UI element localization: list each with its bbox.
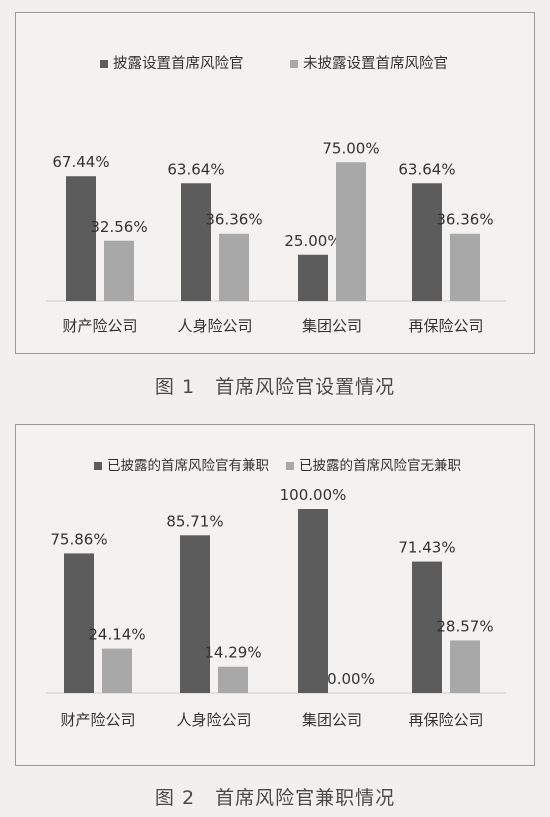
- value-label-s1-4: 63.64%: [398, 160, 455, 178]
- category-label-1: 财产险公司: [60, 711, 135, 729]
- legend-swatch-2: [290, 60, 298, 68]
- value-label-s2-4: 28.57%: [436, 617, 493, 635]
- category-label-3: 集团公司: [302, 317, 362, 335]
- bar-dark-2: [180, 535, 210, 693]
- legend-label-2: 已披露的首席风险官无兼职: [299, 458, 461, 474]
- category-label-2: 人身险公司: [176, 711, 251, 729]
- bar-light-4: [450, 640, 480, 693]
- bar-light-4: [450, 233, 480, 301]
- value-label-s2-1: 24.14%: [88, 626, 145, 644]
- bar-chart-1: 披露设置首席风险官 未披露设置首席风险官 67.44% 32.56% 财产险公司 63.6…: [46, 55, 506, 335]
- category-label-4: 再保险公司: [408, 711, 483, 729]
- bar-light-1: [102, 648, 132, 693]
- legend-label-2: 未披露设置首席风险官: [303, 55, 448, 72]
- bar-light-1: [104, 240, 134, 301]
- category-label-2: 人身险公司: [177, 317, 252, 335]
- bar-light-2: [219, 233, 249, 301]
- bar-light-3: [336, 162, 366, 301]
- value-label-s2-3: 0.00%: [327, 670, 375, 688]
- bar-dark-3: [298, 254, 328, 301]
- value-label-s1-3: 25.00%: [284, 232, 341, 250]
- value-label-s2-2: 36.36%: [205, 211, 262, 229]
- bar-dark-1: [64, 553, 94, 693]
- category-label-4: 再保险公司: [408, 317, 483, 335]
- legend-swatch-2: [286, 462, 294, 470]
- chart-panel-1: 披露设置首席风险官 未披露设置首席风险官 67.44% 32.56% 财产险公司 63.6…: [15, 12, 535, 354]
- legend-entry-2: 已披露的首席风险官无兼职: [286, 458, 461, 474]
- bar-chart-2: 已披露的首席风险官有兼职 已披露的首席风险官无兼职 75.86% 24.14% 财产险公…: [46, 458, 506, 729]
- value-label-s2-1: 32.56%: [90, 218, 147, 236]
- value-label-s2-4: 36.36%: [436, 211, 493, 229]
- legend-label-1: 披露设置首席风险官: [113, 55, 244, 72]
- bar-dark-2: [181, 183, 211, 301]
- figure-number-2: 图 2: [154, 787, 196, 809]
- value-label-s1-4: 71.43%: [398, 539, 455, 557]
- figure-caption-2: 图 2 首席风险官兼职情况: [0, 783, 550, 810]
- value-label-s2-2: 14.29%: [204, 644, 261, 662]
- bar-dark-4: [412, 561, 442, 693]
- chart-panel-2: 已披露的首席风险官有兼职 已披露的首席风险官无兼职 75.86% 24.14% 财产险公…: [15, 424, 535, 766]
- legend-entry-1: 披露设置首席风险官: [100, 55, 244, 72]
- bar-dark-1: [66, 176, 96, 301]
- legend-label-1: 已披露的首席风险官有兼职: [107, 458, 269, 474]
- legend-entry-1: 已披露的首席风险官有兼职: [94, 458, 269, 474]
- value-label-s1-1: 67.44%: [52, 153, 109, 171]
- value-label-s2-3: 75.00%: [322, 139, 379, 157]
- value-label-s1-1: 75.86%: [50, 530, 107, 548]
- legend-entry-2: 未披露设置首席风险官: [290, 55, 448, 72]
- value-label-s1-2: 85.71%: [166, 512, 223, 530]
- legend-swatch-1: [100, 60, 108, 68]
- category-label-3: 集团公司: [302, 711, 362, 729]
- figure-title-1: 首席风险官设置情况: [215, 376, 396, 398]
- figure-caption-1: 图 1 首席风险官设置情况: [0, 372, 550, 399]
- figure-number-1: 图 1: [154, 376, 196, 398]
- figure-title-2: 首席风险官兼职情况: [215, 787, 396, 809]
- legend-swatch-1: [94, 462, 102, 470]
- bar-light-2: [218, 666, 248, 693]
- value-label-s1-2: 63.64%: [167, 160, 224, 178]
- bar-dark-4: [412, 183, 442, 301]
- value-label-s1-3: 100.00%: [280, 486, 347, 504]
- bar-dark-3: [298, 509, 328, 693]
- category-label-1: 财产险公司: [62, 317, 137, 335]
